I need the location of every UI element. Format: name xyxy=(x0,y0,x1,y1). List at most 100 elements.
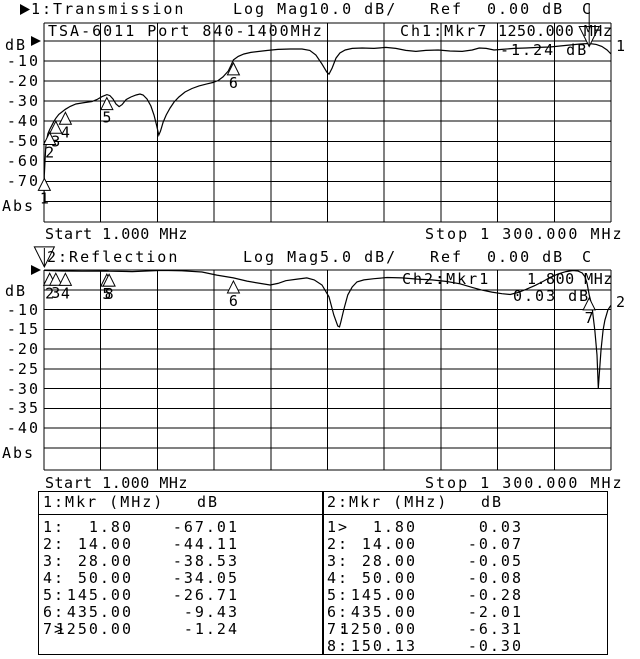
channel1-title: 1:Transmission xyxy=(31,0,186,18)
marker-5-triangle-icon xyxy=(100,96,114,111)
table2-header-mkr: 2:Mkr (MHz) xyxy=(327,493,449,511)
channel2-marker-readout-freq: 1.800 MHz xyxy=(527,270,613,288)
marker-7-label: 7 xyxy=(585,309,594,327)
table-row-db-value: -0.05 xyxy=(467,552,523,570)
marker-3-triangle-icon xyxy=(48,272,63,286)
marker-1-label: 1 xyxy=(40,189,49,207)
table-row-frequency: 150.13 xyxy=(350,637,417,655)
table-row-db-value: -38.53 xyxy=(172,552,239,570)
channel1-stop-freq: Stop 1 300.000 MHz xyxy=(425,225,624,243)
channel2-start-freq: Start 1.000 MHz xyxy=(45,474,188,492)
table-row-db-value: 0.03 xyxy=(478,518,523,536)
table-row-db-value: -26.71 xyxy=(172,586,239,604)
channel2-stop-freq: Stop 1 300.000 MHz xyxy=(425,474,624,492)
table-row-frequency: 1.80 xyxy=(372,518,417,536)
y-axis-label: -60 xyxy=(6,152,40,170)
table-row-marker-number: 7> xyxy=(43,620,66,638)
table-row-marker-number: 4: xyxy=(327,569,350,587)
channel1-marker-readout-freq: 1250.000 MHz xyxy=(498,22,613,40)
table-row-marker-number: 3: xyxy=(43,552,66,570)
channel2-y-unit: dB xyxy=(5,282,28,300)
channel1-start-freq: Start 1.000 MHz xyxy=(45,225,188,243)
y-axis-label: -20 xyxy=(6,340,40,358)
table-row-frequency: 14.00 xyxy=(361,535,417,553)
table-row-db-value: -1.24 xyxy=(183,620,239,638)
table1-header-mkr: 1:Mkr (MHz) xyxy=(43,493,165,511)
marker-4-triangle-icon xyxy=(58,272,73,286)
channel2-marker-readout-value: 0.03 dB xyxy=(513,287,591,305)
y-axis-label: -40 xyxy=(6,419,40,437)
channel2-ref-level-pointer-icon xyxy=(31,265,41,275)
marker-3-label: 3 xyxy=(51,284,60,302)
trace-2 xyxy=(43,269,612,389)
marker-4-triangle-icon xyxy=(58,111,73,125)
table-row-marker-number: 6: xyxy=(327,603,350,621)
channel2-scale: 5.0 dB/ xyxy=(320,248,398,266)
markers-1: 1 23 4 5 6 xyxy=(37,4,600,207)
table-row-frequency: 28.00 xyxy=(361,552,417,570)
table-row-marker-number: 6: xyxy=(43,603,66,621)
table-row-db-value: -0.30 xyxy=(467,637,523,655)
marker-6-label: 6 xyxy=(229,74,238,92)
table-row-marker-number: 2: xyxy=(327,535,350,553)
y-axis-label: -25 xyxy=(6,360,40,378)
markers-2: 23 4 5 6 7 8 xyxy=(33,246,596,327)
table-row-marker-number: 2: xyxy=(43,535,66,553)
grid-2 xyxy=(43,269,612,471)
table-row-frequency: 1.80 xyxy=(88,518,133,536)
table-row-marker-number: 5: xyxy=(43,586,66,604)
channel2-marker-readout-label: Ch2:Mkr1 xyxy=(402,270,491,288)
marker-2-triangle-icon xyxy=(42,131,57,145)
marker-2-label: 2 xyxy=(45,143,54,161)
channel1-format: Log Mag xyxy=(233,0,311,18)
table-row-frequency: 14.00 xyxy=(77,535,133,553)
channel1-y-unit: dB xyxy=(5,36,28,54)
marker-5-label: 5 xyxy=(102,109,111,127)
table-row-db-value: -9.43 xyxy=(183,603,239,621)
y-axis-label: -70 xyxy=(6,172,40,190)
table-row-frequency: 1250.00 xyxy=(339,620,417,638)
table-row-marker-number: 7: xyxy=(327,620,350,638)
channel1-marker-readout-label: Ch1:Mkr7 xyxy=(400,22,489,40)
y-axis-label: -10 xyxy=(6,301,40,319)
trace2-number-label: 2 xyxy=(616,293,628,311)
marker-6-triangle-icon xyxy=(226,279,241,294)
marker-3-triangle-icon xyxy=(48,120,63,134)
table-row-db-value: -44.11 xyxy=(172,535,239,553)
table1-header-db: dB xyxy=(197,493,220,511)
table2-header-db: dB xyxy=(481,493,504,511)
channel2-ref-value: 0.00 dB xyxy=(487,248,565,266)
marker-3-label: 3 xyxy=(51,132,60,150)
table-row-marker-number: 3: xyxy=(327,552,350,570)
table-row-marker-number: 1> xyxy=(327,518,350,536)
y-axis-label: -10 xyxy=(6,52,40,70)
marker-6-triangle-icon xyxy=(226,61,241,76)
trace-1 xyxy=(43,42,612,204)
channel2-title: 2:Reflection xyxy=(47,248,180,266)
y-axis-label: -30 xyxy=(6,92,40,110)
table-row-frequency: 145.00 xyxy=(66,586,133,604)
table-row-db-value: -0.08 xyxy=(467,569,523,587)
marker-6-label: 6 xyxy=(229,292,238,310)
table-row-db-value: -2.01 xyxy=(467,603,523,621)
y-axis-label: -20 xyxy=(6,72,40,90)
y-axis-label: -40 xyxy=(6,112,40,130)
table-row-frequency: 1250.00 xyxy=(55,620,133,638)
trace1-number-label: 1 xyxy=(616,37,628,55)
table-row-frequency: 50.00 xyxy=(361,569,417,587)
channel1-cal-flag: C xyxy=(582,0,594,18)
table-row-db-value: -6.31 xyxy=(467,620,523,638)
table-row-frequency: 435.00 xyxy=(66,603,133,621)
marker-8-label: 8 xyxy=(105,285,114,303)
y-axis-label: -15 xyxy=(6,320,40,338)
table-row-db-value: -34.05 xyxy=(172,569,239,587)
channel1-marker-readout-value: -1.24 dB xyxy=(500,41,589,59)
channel2-marker-table: 2:Mkr (MHz) dB 1> 1.80 0.03 2: 14.00 -0.07 3: 2… xyxy=(322,491,608,655)
y-axis-label: -35 xyxy=(6,399,40,417)
table-row-frequency: 435.00 xyxy=(350,603,417,621)
channel1-ref-label: Ref xyxy=(430,0,464,18)
table2-header-divider xyxy=(323,514,607,515)
marker-1-triangle-icon xyxy=(37,177,52,191)
